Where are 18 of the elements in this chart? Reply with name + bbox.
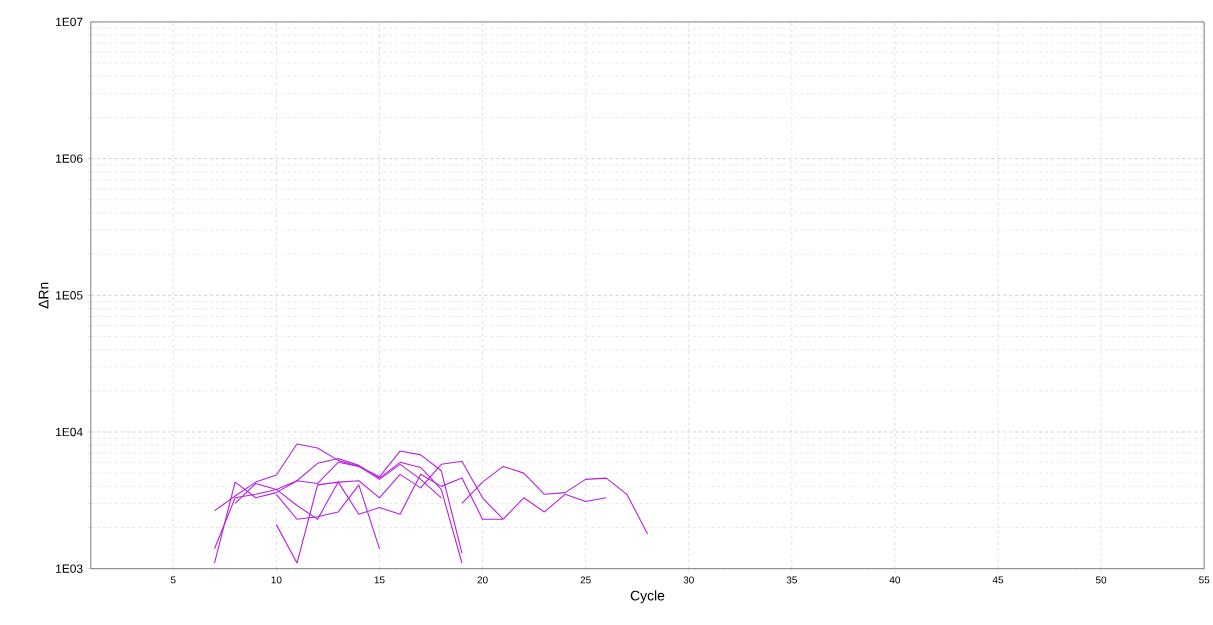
x-tick-label: 25	[580, 576, 591, 584]
x-tick-label: 15	[374, 576, 385, 584]
x-tick-label: 5	[170, 576, 176, 584]
y-tick-label: 1E04	[56, 427, 83, 437]
x-tick-label: 40	[889, 576, 901, 584]
x-tick-label: 10	[271, 576, 282, 584]
y-tick-label: 1E03	[56, 564, 83, 574]
x-tick-label: 20	[477, 576, 488, 584]
y-tick-label: 1E06	[56, 154, 83, 164]
x-tick-label: 30	[683, 576, 694, 584]
x-tick-label: 35	[786, 576, 797, 584]
x-tick-label: 50	[1095, 576, 1107, 584]
x-tick-label: 55	[1199, 576, 1210, 584]
y-tick-label: 1E07	[56, 17, 83, 27]
x-axis-title: Cycle	[630, 590, 665, 604]
y-tick-label: 1E05	[56, 291, 83, 300]
x-tick-label: 45	[992, 576, 1004, 584]
y-axis-title: ΔRn	[38, 282, 49, 309]
